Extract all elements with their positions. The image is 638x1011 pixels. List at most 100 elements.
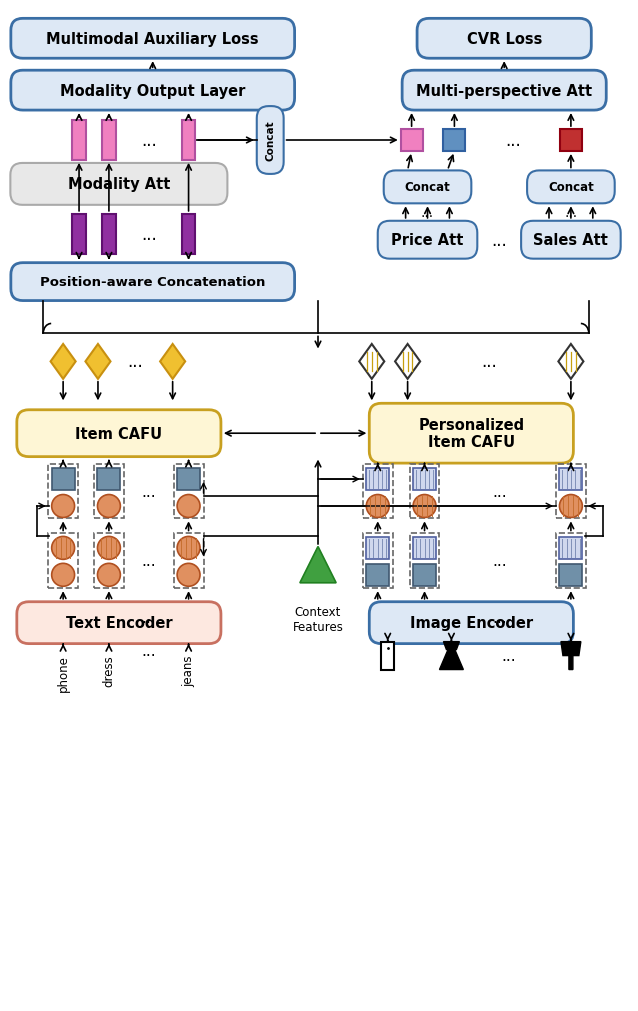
Text: Item CAFU: Item CAFU: [75, 427, 163, 441]
Polygon shape: [440, 642, 463, 670]
Bar: [174, 534, 204, 588]
Polygon shape: [160, 345, 185, 379]
Bar: [363, 534, 392, 588]
Bar: [413, 538, 436, 559]
Text: ...: ...: [502, 648, 517, 663]
Bar: [366, 538, 389, 559]
Polygon shape: [50, 345, 76, 379]
FancyBboxPatch shape: [11, 19, 295, 60]
Polygon shape: [561, 642, 581, 670]
Bar: [410, 534, 440, 588]
Bar: [556, 464, 586, 519]
FancyBboxPatch shape: [10, 164, 227, 205]
Polygon shape: [359, 345, 384, 379]
Circle shape: [98, 495, 121, 518]
Bar: [72, 214, 85, 255]
Text: ...: ...: [505, 131, 521, 150]
Bar: [556, 534, 586, 588]
Text: Personalized
Item CAFU: Personalized Item CAFU: [419, 418, 524, 450]
Text: ...: ...: [565, 205, 577, 219]
Circle shape: [413, 495, 436, 518]
Text: ...: ...: [141, 131, 156, 150]
Text: ...: ...: [421, 205, 434, 219]
Circle shape: [177, 495, 200, 518]
FancyBboxPatch shape: [378, 221, 477, 260]
Text: ...: ...: [142, 484, 156, 499]
Circle shape: [177, 564, 200, 586]
Bar: [72, 121, 85, 161]
Circle shape: [52, 537, 75, 560]
Bar: [182, 121, 195, 161]
Polygon shape: [558, 345, 583, 379]
Bar: [401, 129, 422, 152]
FancyBboxPatch shape: [17, 410, 221, 457]
FancyBboxPatch shape: [369, 403, 574, 464]
Bar: [382, 642, 394, 670]
Circle shape: [98, 564, 121, 586]
FancyBboxPatch shape: [256, 107, 284, 175]
Bar: [52, 469, 75, 490]
Circle shape: [366, 495, 389, 518]
Circle shape: [98, 537, 121, 560]
Circle shape: [52, 564, 75, 586]
Text: ...: ...: [492, 611, 507, 626]
Bar: [98, 469, 121, 490]
Text: ...: ...: [491, 232, 507, 250]
Text: ...: ...: [482, 353, 497, 371]
Text: ...: ...: [142, 554, 156, 569]
Circle shape: [52, 495, 75, 518]
Text: ...: ...: [141, 225, 156, 244]
Bar: [174, 464, 204, 519]
Bar: [94, 464, 124, 519]
Text: Image Encoder: Image Encoder: [410, 616, 533, 631]
Circle shape: [177, 537, 200, 560]
Bar: [102, 214, 115, 255]
Bar: [413, 469, 436, 490]
Text: Modality Output Layer: Modality Output Layer: [60, 84, 246, 98]
Bar: [560, 564, 582, 586]
FancyBboxPatch shape: [527, 171, 614, 204]
Text: phone: phone: [57, 655, 70, 692]
Text: Concat: Concat: [265, 120, 275, 161]
Text: Context
Features: Context Features: [293, 606, 343, 633]
Text: Modality Att: Modality Att: [68, 177, 170, 192]
Bar: [48, 464, 78, 519]
Bar: [560, 129, 582, 152]
Polygon shape: [300, 547, 336, 583]
Polygon shape: [395, 345, 420, 379]
FancyBboxPatch shape: [369, 603, 574, 644]
Text: Position-aware Concatenation: Position-aware Concatenation: [40, 276, 265, 289]
Text: CVR Loss: CVR Loss: [466, 31, 542, 47]
Bar: [443, 129, 465, 152]
Text: Multimodal Auxiliary Loss: Multimodal Auxiliary Loss: [47, 31, 259, 47]
Text: ...: ...: [492, 554, 507, 569]
FancyBboxPatch shape: [11, 71, 295, 111]
FancyBboxPatch shape: [402, 71, 606, 111]
Bar: [410, 464, 440, 519]
Bar: [366, 469, 389, 490]
Bar: [48, 534, 78, 588]
FancyBboxPatch shape: [17, 603, 221, 644]
Text: dress: dress: [103, 655, 115, 686]
Text: Concat: Concat: [404, 181, 450, 194]
Bar: [560, 538, 582, 559]
Circle shape: [560, 495, 582, 518]
Text: Concat: Concat: [548, 181, 594, 194]
Bar: [102, 121, 115, 161]
Bar: [363, 464, 392, 519]
Text: Sales Att: Sales Att: [533, 233, 609, 248]
Bar: [94, 534, 124, 588]
FancyBboxPatch shape: [417, 19, 591, 60]
FancyBboxPatch shape: [521, 221, 621, 260]
Text: jeans: jeans: [182, 655, 195, 686]
Text: ...: ...: [492, 484, 507, 499]
Text: Multi-perspective Att: Multi-perspective Att: [416, 84, 592, 98]
FancyBboxPatch shape: [11, 264, 295, 301]
Polygon shape: [85, 345, 110, 379]
Text: Text Encoder: Text Encoder: [66, 616, 172, 631]
Bar: [177, 469, 200, 490]
Text: ...: ...: [142, 611, 156, 626]
Text: Price Att: Price Att: [391, 233, 464, 248]
Bar: [560, 469, 582, 490]
FancyBboxPatch shape: [383, 171, 471, 204]
